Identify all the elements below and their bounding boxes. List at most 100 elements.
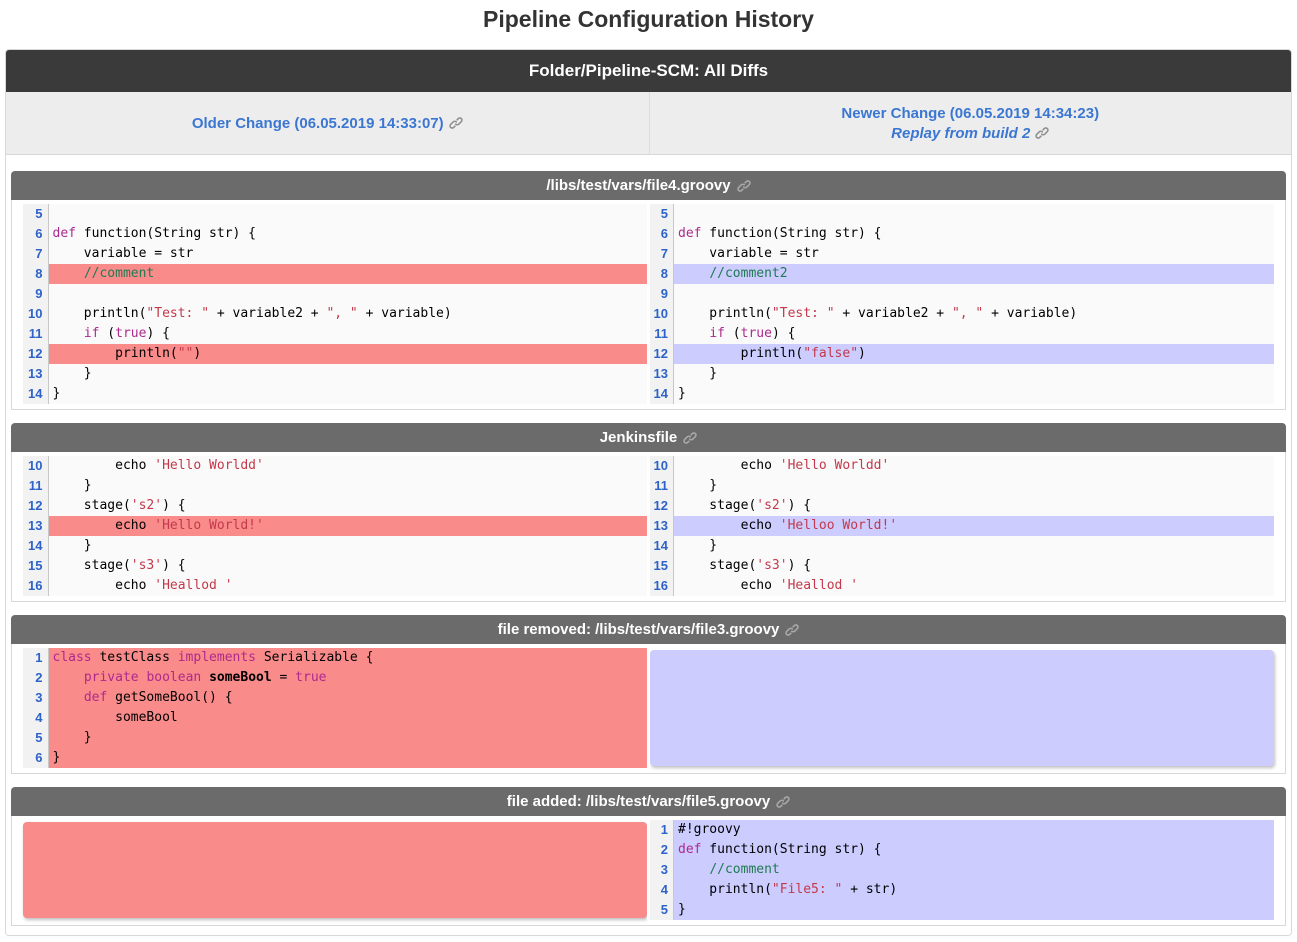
code-token: 'Helloo World!' [779, 518, 898, 533]
removed-file-block [23, 822, 647, 918]
diff-section-title: /libs/test/vars/file4.groovy [546, 177, 731, 194]
diff-section: Jenkinsfile 10 echo 'Hello Worldd' 10 echo… [11, 423, 1286, 602]
code-token: def [83, 690, 108, 705]
code-line: } [673, 536, 1274, 556]
code-token: someBool [52, 710, 178, 725]
code-token: ( [99, 326, 116, 341]
replay-label: Replay from build 2 [891, 124, 1031, 142]
code-line: println("false") [673, 344, 1274, 364]
diff-row: 8 //comment 8 //comment2 [23, 264, 1274, 284]
code-token: stage( [52, 558, 131, 573]
diff-row: 13 } 13 } [23, 364, 1274, 384]
code-line: echo 'Heallod ' [48, 576, 649, 596]
line-number: 6 [647, 224, 674, 244]
link-icon[interactable] [785, 623, 800, 637]
newer-change-link[interactable]: Newer Change (06.05.2019 14:34:23) [841, 105, 1099, 122]
line-number: 14 [23, 384, 49, 404]
code-token: ) { [146, 326, 170, 341]
code-token: } [678, 366, 718, 381]
diff-section-body: 10 echo 'Hello Worldd' 10 echo 'Hello Wor… [11, 452, 1286, 602]
code-token: class [52, 650, 92, 665]
code-line: echo 'Hello Worldd' [48, 456, 649, 476]
diff-row: 5 } [23, 728, 1274, 748]
older-change-link[interactable]: Older Change (06.05.2019 14:33:07) [192, 115, 463, 132]
code-line: //comment [48, 264, 649, 284]
link-icon[interactable] [683, 431, 697, 445]
added-file-block [647, 648, 1274, 768]
line-number: 12 [647, 496, 674, 516]
link-icon[interactable] [736, 179, 751, 193]
code-token: } [52, 750, 61, 765]
code-token: + variable2 + [834, 306, 952, 321]
diff-section: file added: /libs/test/vars/file5.groovy… [11, 787, 1286, 926]
code-line: def function(String str) { [673, 840, 1274, 860]
link-icon[interactable] [736, 179, 751, 193]
code-token: variable = str [52, 246, 194, 261]
link-icon[interactable] [683, 431, 697, 445]
code-token: #!groovy [678, 822, 741, 837]
line-number: 3 [647, 860, 674, 880]
code-token: ) { [162, 558, 186, 573]
code-line: } [48, 476, 649, 496]
line-number: 5 [23, 728, 49, 748]
line-number: 1 [647, 820, 674, 840]
diff-row: 11 if (true) {11 if (true) { [23, 324, 1274, 344]
code-token: true [740, 326, 772, 341]
link-icon[interactable] [776, 795, 790, 809]
code-line: echo 'Hello World!' [48, 516, 649, 536]
code-token: true [295, 670, 327, 685]
line-number: 10 [647, 456, 674, 476]
code-line: if (true) { [48, 324, 649, 344]
code-token: someBool [209, 670, 272, 685]
diff-section-body: 1 class testClass implements Serializable… [11, 644, 1286, 774]
code-token: } [678, 538, 718, 553]
code-token: echo [52, 518, 155, 533]
diff-row: 11 } 11 } [23, 476, 1274, 496]
diff-row: 9 9 [23, 284, 1274, 304]
line-number: 4 [23, 708, 49, 728]
diff-row: 1 class testClass implements Serializable… [23, 648, 1274, 768]
diff-row: 5 5 [23, 204, 1274, 224]
code-token: stage( [52, 498, 131, 513]
replay-link[interactable]: Replay from build 2 [891, 124, 1050, 142]
diff-section-header: /libs/test/vars/file4.groovy [11, 171, 1286, 200]
diff-row: 16 echo 'Heallod ' 16 echo 'Heallod ' [23, 576, 1274, 596]
diff-table: 1 class testClass implements Serializable… [23, 648, 1274, 768]
code-token: ) { [787, 558, 812, 573]
code-token: ) [193, 346, 202, 361]
code-token [53, 670, 84, 685]
code-token: 's2' [130, 498, 163, 513]
diff-section-body: 1 #!groovy 2 def function(String str) {3 //… [11, 816, 1286, 926]
code-token: Serializable { [256, 650, 374, 665]
newer-change-cell: Newer Change (06.05.2019 14:34:23) Repla… [648, 92, 1292, 154]
link-icon[interactable] [1035, 126, 1050, 140]
code-token: true [115, 326, 147, 341]
diff-row: 7 variable = str 7 variable = str [23, 244, 1274, 264]
line-number: 11 [647, 324, 674, 344]
diff-row: 1 #!groovy [23, 820, 1274, 918]
link-icon[interactable] [785, 623, 800, 637]
code-token: ) { [162, 498, 186, 513]
line-number: 6 [23, 224, 49, 244]
code-line [673, 284, 1274, 304]
link-icon[interactable] [448, 116, 463, 130]
code-line: stage('s2') { [673, 496, 1274, 516]
line-number: 15 [647, 556, 674, 576]
link-icon[interactable] [776, 795, 790, 809]
code-token: "" [177, 346, 194, 361]
diff-row: 4 println("File5: " + str) [23, 880, 1274, 900]
code-token: println( [678, 346, 804, 361]
code-token: if [709, 326, 725, 341]
code-token: println( [52, 306, 147, 321]
code-token: 'Heallod ' [154, 578, 233, 593]
diff-section-header: file added: /libs/test/vars/file5.groovy [11, 787, 1286, 816]
code-line [48, 204, 649, 224]
code-token: echo [52, 578, 155, 593]
code-token: } [52, 366, 92, 381]
code-line: if (true) { [673, 324, 1274, 344]
code-token: def [52, 226, 76, 241]
line-number: 10 [647, 304, 674, 324]
code-line: println("") [48, 344, 649, 364]
code-token: variable = str [678, 246, 819, 261]
code-token: + variable) [357, 306, 452, 321]
